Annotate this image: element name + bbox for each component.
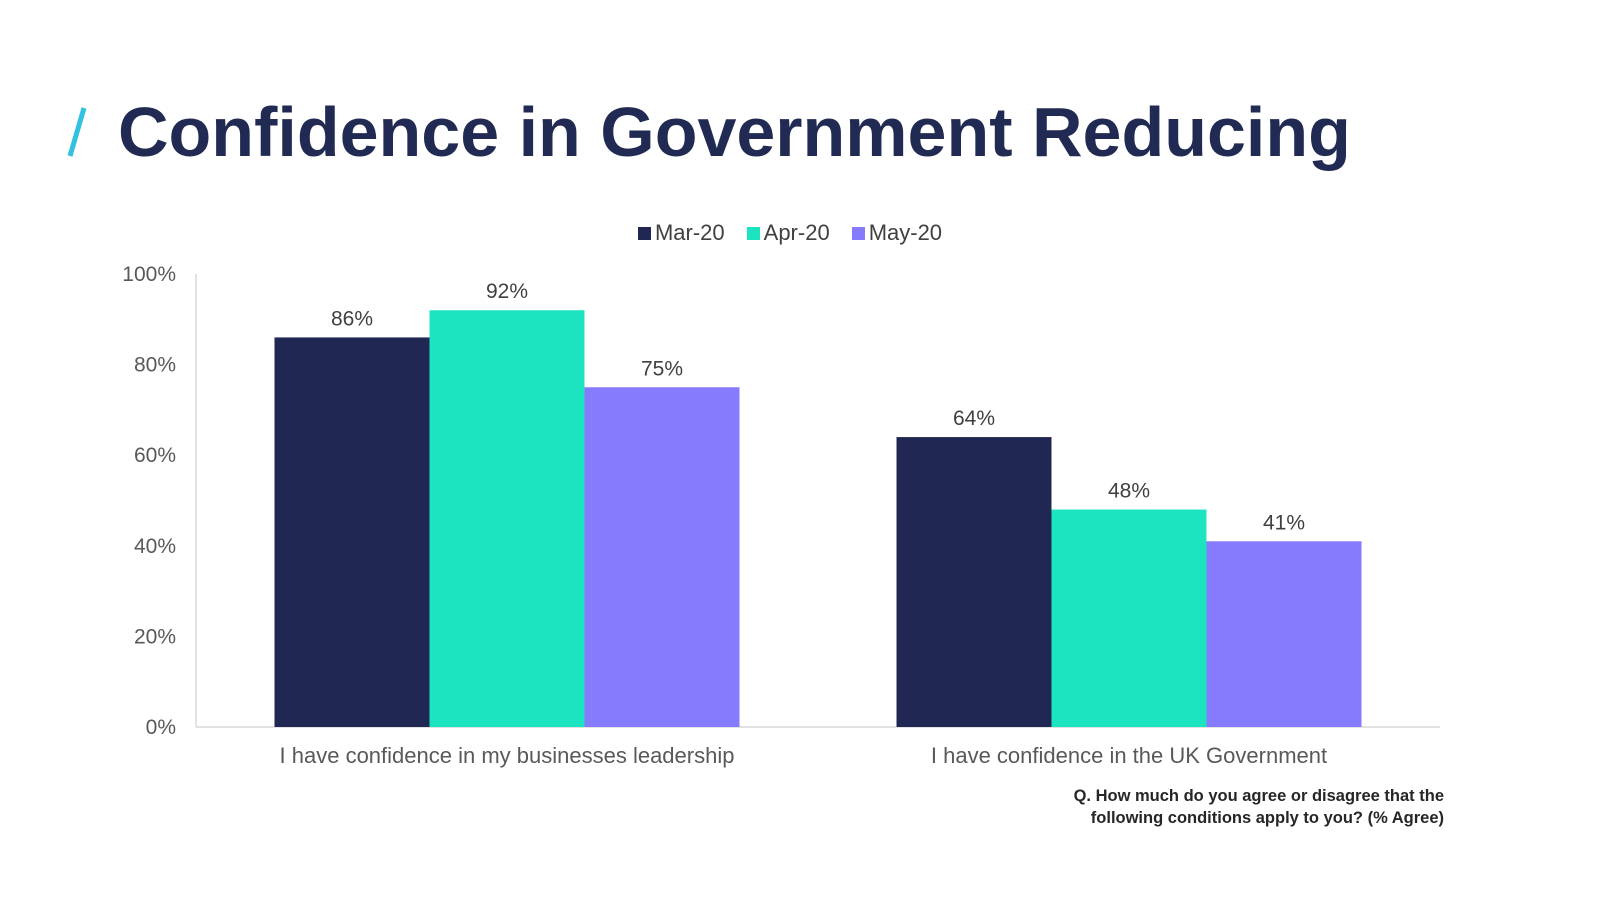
legend-swatch: [637, 226, 651, 240]
chart-legend: Mar-20 Apr-20 May-20: [0, 220, 1580, 246]
data-label: 48%: [1108, 480, 1150, 503]
y-tick-label: 100%: [122, 263, 176, 286]
x-category-label: I have confidence in the UK Government: [931, 743, 1327, 768]
y-tick-label: 0%: [146, 716, 176, 739]
question-footnote: Q. How much do you agree or disagree tha…: [844, 785, 1444, 829]
legend-item: Mar-20: [637, 220, 725, 246]
legend-swatch: [851, 226, 865, 240]
accent-slash-icon: [67, 107, 87, 157]
x-category-label: I have confidence in my businesses leade…: [280, 743, 735, 768]
data-label: 92%: [486, 280, 528, 303]
bar: [1051, 509, 1207, 727]
bar: [584, 387, 740, 727]
legend-label: Apr-20: [763, 220, 830, 245]
footnote-line-1: Q. How much do you agree or disagree tha…: [1073, 787, 1444, 805]
data-label: 41%: [1263, 511, 1305, 534]
legend-swatch: [746, 226, 760, 240]
footnote-line-2: following conditions apply to you? (% Ag…: [1090, 809, 1444, 827]
bar: [274, 337, 430, 727]
legend-item: May-20: [851, 220, 943, 246]
bar: [1206, 541, 1362, 727]
y-tick-label: 60%: [134, 444, 176, 467]
page-title: Confidence in Government Reducing: [118, 93, 1351, 171]
data-label: 75%: [641, 357, 683, 380]
bar: [896, 437, 1052, 727]
legend-label: May-20: [868, 220, 943, 245]
y-tick-label: 40%: [134, 535, 176, 558]
y-tick-label: 20%: [134, 625, 176, 648]
data-label: 86%: [331, 307, 373, 330]
legend-item: Apr-20: [746, 220, 830, 246]
data-label: 64%: [953, 407, 995, 430]
bar: [429, 310, 585, 727]
y-tick-label: 80%: [134, 354, 176, 377]
legend-label: Mar-20: [654, 220, 725, 245]
